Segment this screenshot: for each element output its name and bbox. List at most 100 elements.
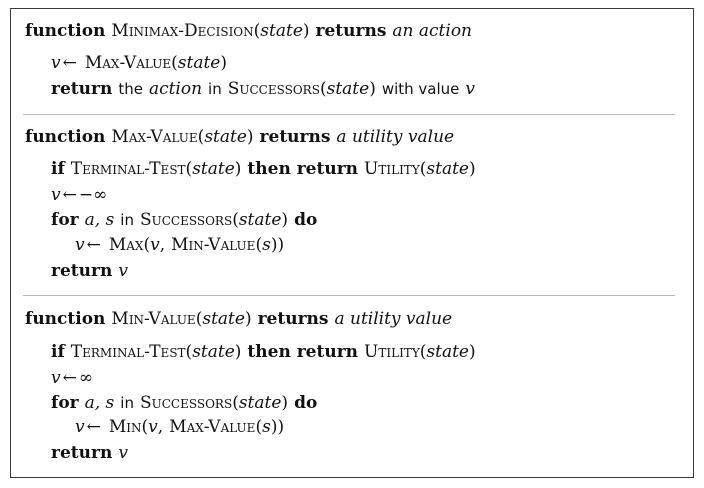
code-line: for a, s in Successors(state) do [51,393,317,413]
paren: ) [468,159,476,179]
keyword-for: for [51,210,79,230]
argument: state [326,79,370,99]
function-call: Successors [139,393,233,413]
return-description: an action [392,21,473,41]
code-line: v ← Min(v, Max-Value(s)) [75,417,284,437]
variable: v [148,417,158,437]
function-call: Terminal-Test [70,342,186,362]
keyword-return: return [51,443,113,463]
paren: ( [143,235,151,255]
paren: ) [220,53,227,73]
assign-arrow: ← [62,53,77,73]
paren: ) [281,393,289,413]
function-call: Successors [227,79,320,99]
loop-vars: a, s [84,393,115,413]
function-call: Utility [364,342,420,362]
paren: ) [281,210,289,230]
param: state [204,127,247,147]
function-header: function Minimax-Decision(state) returns an… [25,21,472,41]
function-call: Successors [139,210,233,230]
algorithm-box: function Minimax-Decision(state) returns an… [10,8,694,478]
paren: ( [253,21,261,41]
keyword-then-return: then return [247,342,359,362]
keyword-return: return [51,261,113,281]
paren: ) [234,159,242,179]
value: ∞ [78,368,94,388]
code-line: for a, s in Successors(state) do [51,210,317,230]
paren: ( [255,235,263,255]
plain-text: with value [381,80,460,98]
keyword-function: function [25,309,106,329]
assign-arrow: ← [62,185,77,205]
keyword-returns: returns [259,127,331,147]
keyword-do: do [294,393,318,413]
paren: ( [255,417,263,437]
argument: state [192,342,235,362]
function-name: Max-Value [111,127,198,147]
function-call: Min [108,417,142,437]
paren: )) [270,235,285,255]
code-line: v ← ∞ [51,368,93,388]
function-header: function Max-Value(state) returns a utility… [25,127,454,147]
paren: ( [419,159,427,179]
paren: ) [246,127,254,147]
variable: v [75,417,85,437]
variable: v [118,443,128,463]
return-description: a utility value [336,127,455,147]
paren: ) [369,79,376,99]
code-line: return v [51,261,128,281]
function-name: Minimax-Decision [111,21,254,41]
section-divider [23,295,675,296]
code-line: if Terminal-Test(state) then return Utility… [51,159,476,179]
code-line: return the action in Successors(state) with v… [51,79,475,99]
code-line: v ← Max-Value(state) [51,53,227,73]
keyword-returns: returns [315,21,387,41]
keyword-if: if [51,342,65,362]
function-call: Max-Value [169,417,256,437]
code-line: v ← −∞ [51,185,107,205]
argument: state [238,393,282,413]
return-description: a utility value [334,309,453,329]
paren: )) [270,417,285,437]
paren: ( [141,417,149,437]
function-call: Terminal-Test [70,159,186,179]
keyword-returns: returns [257,309,329,329]
paren: ( [319,79,327,99]
paren: ) [234,342,242,362]
variable: v [51,185,61,205]
section-divider [23,114,675,115]
paren: ( [419,342,427,362]
paren: ( [185,342,193,362]
plain-text: in [208,80,222,98]
code-line: if Terminal-Test(state) then return Utility… [51,342,476,362]
code-line: return v [51,443,128,463]
param: state [260,21,303,41]
keyword-do: do [294,210,318,230]
variable: v [118,261,128,281]
argument: state [192,159,235,179]
variable: v [51,368,61,388]
paren: ( [197,127,205,147]
function-call: Max-Value [84,53,172,73]
variable: v [51,53,61,73]
plain-text: the [118,80,143,98]
function-call: Min-Value [171,235,256,255]
paren: ( [185,159,193,179]
assign-arrow: ← [86,417,101,437]
function-header: function Min-Value(state) returns a utility… [25,309,452,329]
paren: ) [302,21,310,41]
function-name: Min-Value [111,309,196,329]
keyword-then-return: then return [247,159,359,179]
assign-arrow: ← [62,368,77,388]
keyword-function: function [25,127,106,147]
param: state [202,309,245,329]
keyword-return: return [51,79,113,99]
plain-text: in [120,394,134,412]
paren: ( [171,53,178,73]
assign-arrow: ← [86,235,101,255]
paren: ( [232,210,239,230]
action-text: action [148,79,203,99]
loop-vars: a, s [84,210,115,230]
variable: v [75,235,85,255]
variable: v [465,79,476,99]
